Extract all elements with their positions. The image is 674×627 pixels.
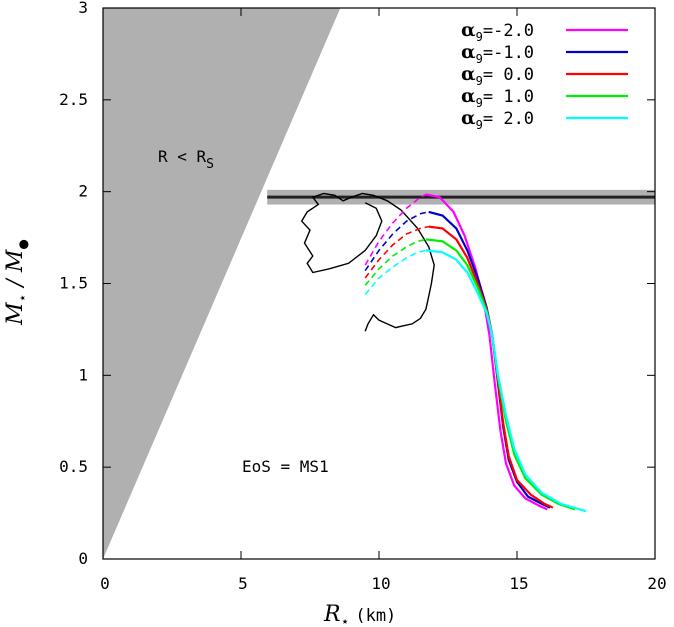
series-2-unstable-branch	[364, 225, 429, 279]
series-0-stable-branch	[425, 193, 548, 511]
legend: α9=-2.0α9=-1.0α9= 0.0α9= 1.0α9= 2.0	[461, 19, 628, 132]
axis-ticks	[102, 7, 656, 560]
x-tick-label: 5	[238, 574, 248, 593]
eos-label: EoS = MS1	[242, 457, 329, 476]
series-3-stable-branch	[425, 238, 576, 511]
y-tick-label: 1.5	[59, 274, 88, 293]
series-2-stable-branch	[428, 225, 554, 509]
x-axis-label: R⋆ (km)	[323, 602, 396, 627]
legend-label: α9= 0.0	[461, 63, 534, 88]
series-3-unstable-branch	[364, 238, 427, 286]
x-tick-label: 15	[509, 574, 528, 593]
y-axis-label: M⋆ / M●	[3, 239, 31, 326]
y-tick-label: 2.5	[59, 90, 88, 109]
series-1-unstable-branch	[364, 211, 429, 272]
x-tick-label: 10	[371, 574, 390, 593]
series-4-stable-branch	[425, 249, 587, 513]
y-tick-label: 2	[78, 182, 88, 201]
region-boundary-curve	[300, 192, 435, 332]
y-tick-labels: 0 0.5 1 1.5 2 2.5 3	[59, 0, 88, 568]
y-tick-label: 0.5	[59, 457, 88, 476]
forbidden-region-fill	[103, 8, 341, 559]
series-4-unstable-branch	[364, 249, 427, 296]
y-tick-label: 1	[78, 365, 88, 384]
legend-label: α9= 1.0	[461, 85, 534, 110]
y-tick-label: 0	[78, 549, 88, 568]
legend-label: α9= 2.0	[461, 107, 534, 132]
series-0-unstable-branch	[364, 193, 427, 266]
x-tick-label: 0	[100, 574, 110, 593]
legend-label: α9=-1.0	[461, 41, 534, 66]
y-tick-label: 3	[78, 0, 88, 17]
forbidden-region-label: R < RS	[158, 147, 214, 172]
series-1-stable-branch	[428, 210, 551, 509]
x-tick-label: 20	[647, 574, 666, 593]
x-tick-labels: 0 5 10 15 20	[100, 574, 666, 593]
legend-label: α9=-2.0	[461, 19, 534, 44]
series-layer	[364, 193, 587, 513]
